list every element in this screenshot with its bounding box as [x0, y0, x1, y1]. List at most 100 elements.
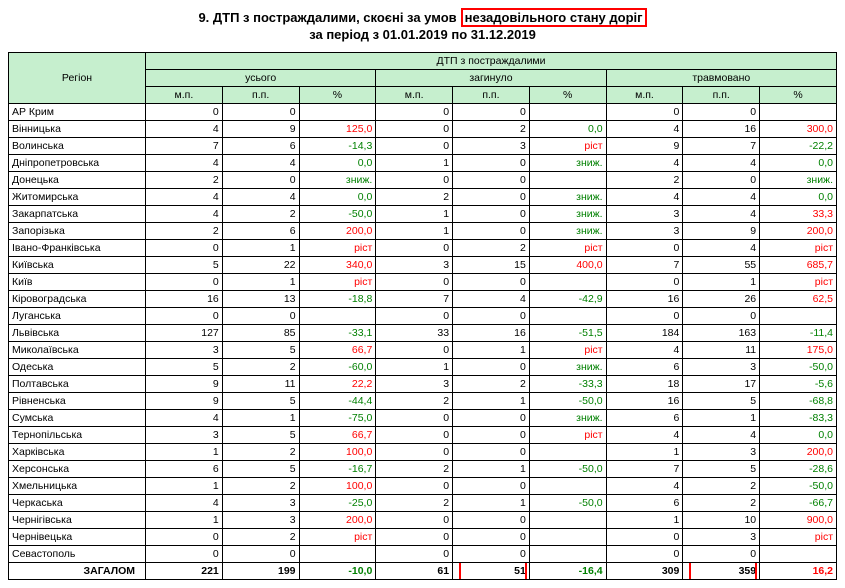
title-highlight: незадовільного стану доріг: [461, 8, 647, 27]
table-cell: 1: [222, 410, 299, 427]
region-cell: Черкаська: [9, 495, 146, 512]
table-cell: 1: [146, 444, 223, 461]
table-cell: 1: [453, 461, 530, 478]
table-cell: 22,2: [299, 376, 376, 393]
table-cell: [529, 529, 606, 546]
col-pp: п.п.: [222, 87, 299, 104]
table-cell: 200,0: [760, 444, 837, 461]
table-cell: ріст: [529, 427, 606, 444]
table-cell: 4: [146, 155, 223, 172]
table-cell: 16,2: [760, 563, 837, 580]
table-cell: -33,1: [299, 325, 376, 342]
table-cell: 3: [683, 529, 760, 546]
table-cell: -10,0: [299, 563, 376, 580]
region-cell: Тернопільська: [9, 427, 146, 444]
table-cell: -42,9: [529, 291, 606, 308]
table-cell: 0,0: [760, 427, 837, 444]
table-row: Івано-Франківська01ріст02ріст04ріст: [9, 240, 837, 257]
table-cell: 9: [222, 121, 299, 138]
table-row: Сумська41-75,000зниж.61-83,3: [9, 410, 837, 427]
table-cell: 0: [222, 308, 299, 325]
table-cell: ріст: [760, 274, 837, 291]
table-cell: ріст: [529, 342, 606, 359]
table-cell: 2: [222, 529, 299, 546]
table-cell: 5: [683, 393, 760, 410]
table-cell: 16: [606, 393, 683, 410]
region-cell: Луганська: [9, 308, 146, 325]
table-cell: 33: [376, 325, 453, 342]
region-cell: Львівська: [9, 325, 146, 342]
table-cell: 51: [453, 563, 530, 580]
region-cell: Закарпатська: [9, 206, 146, 223]
region-cell: Чернігівська: [9, 512, 146, 529]
region-cell: Хмельницька: [9, 478, 146, 495]
table-cell: 0: [453, 308, 530, 325]
table-cell: 15: [453, 257, 530, 274]
table-row: Київська522340,0315400,0755685,7: [9, 257, 837, 274]
table-cell: 10: [683, 512, 760, 529]
table-cell: 309: [606, 563, 683, 580]
table-row: Тернопільська3566,700ріст440,0: [9, 427, 837, 444]
table-cell: -22,2: [760, 138, 837, 155]
table-cell: 3: [453, 138, 530, 155]
table-cell: 2: [146, 172, 223, 189]
table-cell: 3: [683, 359, 760, 376]
table-row: Львівська12785-33,13316-51,5184163-11,4: [9, 325, 837, 342]
region-cell: Одеська: [9, 359, 146, 376]
table-cell: 200,0: [299, 223, 376, 240]
table-cell: -14,3: [299, 138, 376, 155]
col-mp: м.п.: [606, 87, 683, 104]
table-cell: 13: [222, 291, 299, 308]
table-cell: 7: [606, 257, 683, 274]
table-cell: 1: [146, 512, 223, 529]
table-cell: 0: [376, 308, 453, 325]
table-cell: 3: [222, 495, 299, 512]
table-cell: -11,4: [760, 325, 837, 342]
table-cell: 3: [606, 223, 683, 240]
table-cell: 4: [606, 427, 683, 444]
table-cell: 0: [606, 274, 683, 291]
table-cell: 0: [376, 410, 453, 427]
table-cell: 4: [453, 291, 530, 308]
table-cell: 4: [146, 121, 223, 138]
table-cell: 0: [453, 478, 530, 495]
col-group-injured: травмовано: [606, 70, 836, 87]
table-cell: -50,0: [529, 393, 606, 410]
table-row: Черкаська43-25,021-50,062-66,7: [9, 495, 837, 512]
table-cell: 2: [376, 495, 453, 512]
table-cell: 2: [222, 359, 299, 376]
table-cell: -50,0: [760, 478, 837, 495]
table-cell: 163: [683, 325, 760, 342]
table-row: Севастополь000000: [9, 546, 837, 563]
table-row: Донецька20зниж.0020зниж.: [9, 172, 837, 189]
table-cell: [299, 104, 376, 121]
col-mp: м.п.: [376, 87, 453, 104]
table-cell: 4: [683, 206, 760, 223]
table-cell: ріст: [529, 240, 606, 257]
table-cell: 2: [222, 478, 299, 495]
table-cell: 11: [683, 342, 760, 359]
table-cell: 0: [453, 427, 530, 444]
table-cell: 0: [453, 529, 530, 546]
table-cell: 0: [453, 104, 530, 121]
table-cell: [529, 546, 606, 563]
table-cell: 0: [376, 240, 453, 257]
table-cell: 16: [453, 325, 530, 342]
table-cell: 5: [683, 461, 760, 478]
table-cell: -50,0: [299, 206, 376, 223]
table-cell: 0: [453, 172, 530, 189]
table-cell: ріст: [760, 240, 837, 257]
table-row: Житомирська440,020зниж.440,0: [9, 189, 837, 206]
table-row: Чернівецька02ріст0003ріст: [9, 529, 837, 546]
table-cell: 1: [453, 393, 530, 410]
table-cell: 1: [376, 223, 453, 240]
table-cell: 0: [606, 308, 683, 325]
table-cell: 4: [683, 427, 760, 444]
table-cell: 61: [376, 563, 453, 580]
col-pct: %: [760, 87, 837, 104]
table-cell: [529, 104, 606, 121]
table-cell: -16,7: [299, 461, 376, 478]
table-cell: 5: [222, 461, 299, 478]
table-cell: 0: [453, 189, 530, 206]
table-cell: 0: [376, 274, 453, 291]
